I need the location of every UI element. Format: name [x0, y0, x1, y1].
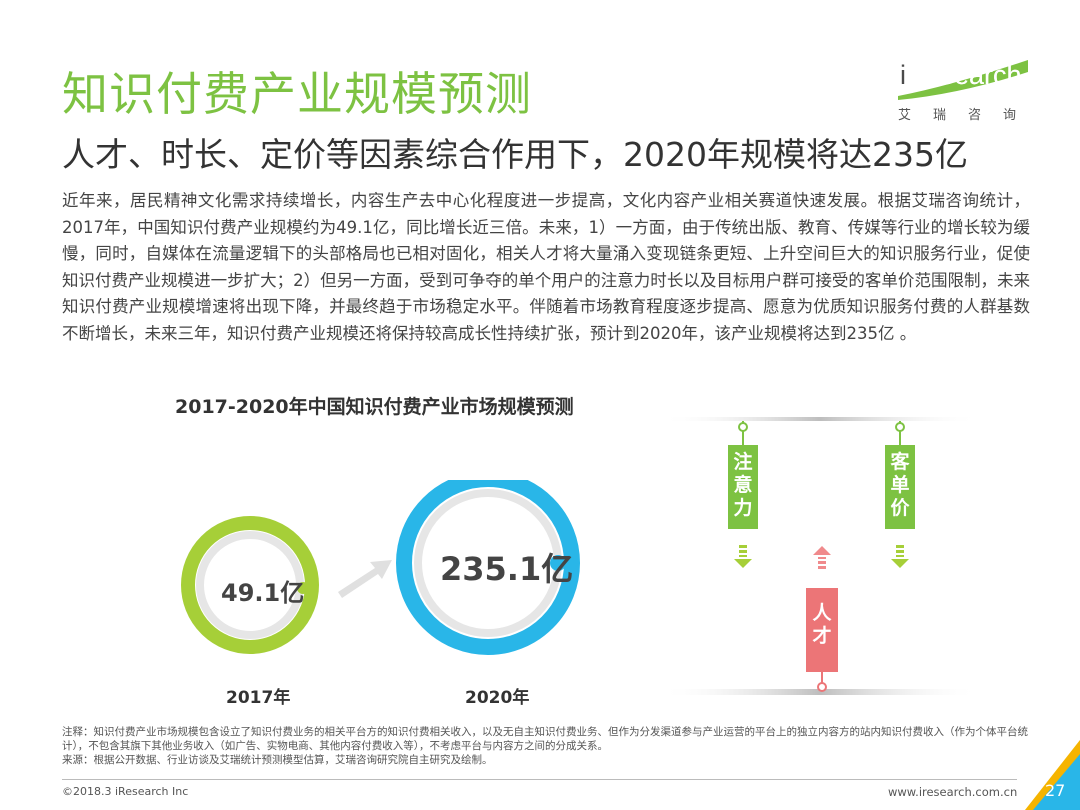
growth-arrow-icon	[338, 560, 392, 598]
factor-attention-label: 注意力	[733, 451, 753, 519]
price-down-arrow-icon	[891, 545, 909, 568]
footer-copyright: ©2018.3 iResearch Inc	[62, 785, 189, 798]
factor-talent: 人才	[806, 588, 838, 672]
price-connector-node	[895, 422, 905, 432]
factor-price: 客单价	[885, 445, 915, 529]
bubble-2017	[181, 516, 319, 654]
category-label-2020: 2020年	[465, 688, 530, 708]
bubble-chart	[181, 480, 580, 655]
logo-prefix: i	[900, 60, 906, 90]
footnotes: 注释：知识付费产业市场规模包含设立了知识付费业务的相关平台方的知识付费相关收入，…	[62, 725, 1037, 767]
attention-down-arrow-icon	[734, 545, 752, 568]
chart-title: 2017-2020年中国知识付费产业市场规模预测	[175, 396, 574, 418]
bubble-2020-dot	[550, 555, 566, 571]
footer-divider	[62, 779, 1017, 780]
iresearch-logo: iResearch 艾瑞咨询	[880, 56, 1030, 126]
footnote-note: 注释：知识付费产业市场规模包含设立了知识付费业务的相关平台方的知识付费相关收入，…	[62, 726, 1028, 752]
logo-swoosh-icon	[898, 60, 1028, 100]
bubble-2020-label: 235.1亿	[440, 550, 574, 588]
talent-connector-node	[817, 682, 827, 692]
logo-brand: Research	[906, 60, 1022, 90]
factor-talent-label: 人才	[812, 602, 832, 647]
top-shelf	[660, 417, 980, 421]
attention-connector-node	[738, 422, 748, 432]
bottom-shelf	[660, 689, 980, 695]
logo-subtitle: 艾瑞咨询	[898, 108, 1039, 123]
footer-url: www.iresearch.com.cn	[888, 785, 1018, 799]
factor-attention: 注意力	[728, 445, 758, 529]
page-title: 知识付费产业规模预测	[62, 67, 532, 121]
bubble-2020	[396, 480, 580, 655]
page-corner-badge	[1025, 740, 1080, 810]
talent-up-arrow-icon	[813, 546, 831, 569]
body-paragraph: 近年来，居民精神文化需求持续增长，内容生产去中心化程度进一步提高，文化内容产业相…	[62, 191, 1030, 343]
category-label-2017: 2017年	[226, 688, 291, 708]
factor-diagram	[660, 417, 980, 695]
page-subtitle: 人才、时长、定价等因素综合作用下，2020年规模将达235亿	[62, 135, 968, 174]
footnote-source: 来源：根据公开数据、行业访谈及艾瑞统计预测模型估算，艾瑞咨询研究院自主研究及绘制…	[62, 754, 493, 766]
page-number: 27	[1045, 781, 1066, 800]
bubble-2017-label: 49.1亿	[221, 579, 305, 607]
factor-price-label: 客单价	[890, 451, 910, 519]
bubble-2017-dot	[297, 582, 309, 594]
logo-wordmark: iResearch	[900, 60, 1022, 91]
